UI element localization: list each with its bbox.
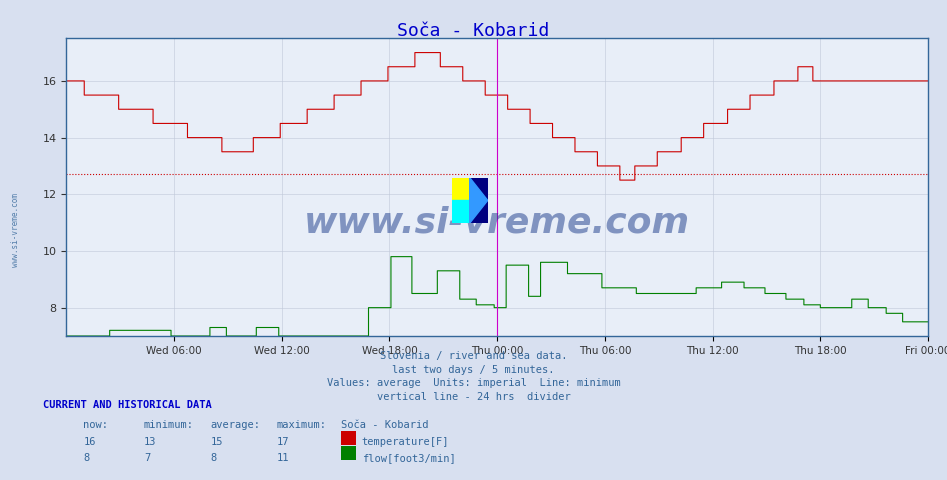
Text: 8: 8 (210, 453, 217, 463)
Polygon shape (470, 178, 488, 223)
Text: maximum:: maximum: (277, 420, 327, 430)
Bar (452, 201, 470, 223)
Bar (452, 178, 470, 201)
Text: 7: 7 (144, 453, 151, 463)
Text: 16: 16 (83, 437, 96, 447)
Text: Values: average  Units: imperial  Line: minimum: Values: average Units: imperial Line: mi… (327, 378, 620, 388)
Text: 11: 11 (277, 453, 289, 463)
Text: www.si-vreme.com: www.si-vreme.com (11, 193, 21, 267)
Text: 13: 13 (144, 437, 156, 447)
Text: Soča - Kobarid: Soča - Kobarid (341, 420, 428, 430)
Text: 8: 8 (83, 453, 90, 463)
Text: now:: now: (83, 420, 108, 430)
Text: temperature[F]: temperature[F] (362, 437, 449, 447)
Text: flow[foot3/min]: flow[foot3/min] (362, 453, 456, 463)
Text: vertical line - 24 hrs  divider: vertical line - 24 hrs divider (377, 392, 570, 402)
Text: average:: average: (210, 420, 260, 430)
Text: Slovenia / river and sea data.: Slovenia / river and sea data. (380, 351, 567, 361)
Text: CURRENT AND HISTORICAL DATA: CURRENT AND HISTORICAL DATA (43, 400, 211, 410)
Text: www.si-vreme.com: www.si-vreme.com (304, 206, 690, 240)
Text: 15: 15 (210, 437, 223, 447)
Text: 17: 17 (277, 437, 289, 447)
Text: last two days / 5 minutes.: last two days / 5 minutes. (392, 365, 555, 375)
Text: minimum:: minimum: (144, 420, 194, 430)
Polygon shape (470, 178, 488, 223)
Text: Soča - Kobarid: Soča - Kobarid (398, 22, 549, 40)
